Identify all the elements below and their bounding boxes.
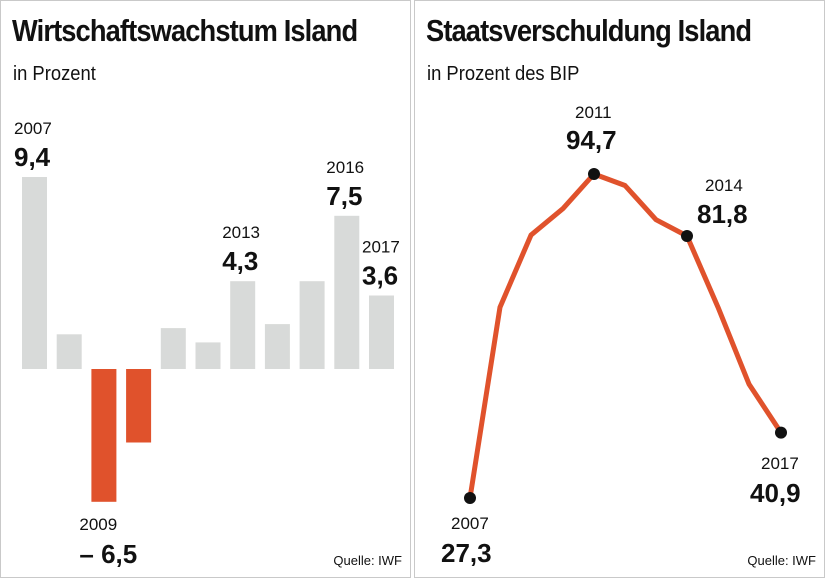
bar-2012 [195,342,221,369]
bar-label-year-2017: 2017 [362,238,400,257]
debt-chart-subtitle: in Prozent des BIP [427,63,580,85]
line-label-value-2007: 27,3 [441,538,492,568]
point-2017 [775,426,787,439]
bar-label-value-2009: – 6,5 [79,539,137,569]
bar-2014 [264,324,290,369]
growth-bar-chart: 2007 9,4 2009 – 6,5 2013 4,3 2016 7,5 2017 3,6 [14,119,400,569]
bar-2009 [91,369,117,502]
debt-chart-source: Quelle: IWF [747,553,816,568]
debt-chart-panel: Staatsverschuldung Island in Prozent des… [414,0,825,578]
bar-label-year-2013: 2013 [222,223,260,242]
point-2011 [588,168,600,180]
line-label-value-2014: 81,8 [697,199,748,229]
growth-chart-source: Quelle: IWF [333,553,402,568]
line-label-value-2011: 94,7 [566,125,617,155]
line-label-year-2014: 2014 [705,176,743,195]
point-2007 [464,492,476,504]
debt-line [467,171,784,501]
bar-2011 [160,328,186,369]
bar-2007 [22,177,47,369]
bar-2016 [334,215,360,369]
bar-label-year-2007: 2007 [14,119,52,138]
growth-chart-panel: Wirtschaftswachstum Island in Prozent 20… [0,0,411,578]
debt-chart-title: Staatsverschuldung Island [426,13,752,48]
bar-label-value-2016: 7,5 [326,181,362,211]
bar-label-year-2009: 2009 [79,515,117,534]
point-2014 [681,230,693,242]
line-label-value-2017: 40,9 [750,478,801,508]
bar-2008 [56,334,82,369]
bar-label-value-2007: 9,4 [14,142,51,172]
line-label-year-2007: 2007 [451,514,489,533]
bar-2017 [369,295,394,369]
line-label-year-2011: 2011 [575,103,612,122]
debt-line-chart: 2007 27,3 2011 94,7 2014 81,8 2017 40,9 [441,103,801,568]
growth-chart-subtitle: in Prozent [13,63,96,85]
line-label-year-2017: 2017 [761,454,799,473]
bar-2015 [299,281,325,369]
bar-2013 [230,281,256,369]
bar-label-value-2013: 4,3 [222,246,258,276]
bar-label-value-2017: 3,6 [362,261,398,291]
growth-chart-title: Wirtschaftswachstum Island [12,13,358,48]
bar-2010 [126,369,152,443]
bar-label-year-2016: 2016 [326,158,364,177]
